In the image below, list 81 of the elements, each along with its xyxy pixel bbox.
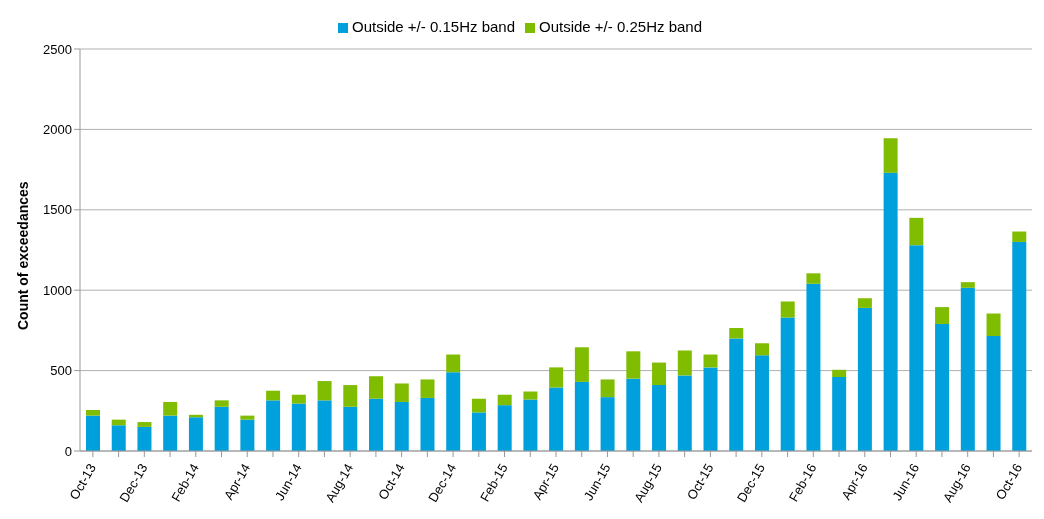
bar <box>677 350 692 376</box>
bar <box>703 367 718 451</box>
bar <box>86 410 100 416</box>
bar <box>137 422 152 427</box>
bar <box>523 399 538 451</box>
bar <box>857 307 872 451</box>
bar <box>523 391 538 400</box>
bar <box>86 415 100 451</box>
bar <box>600 397 615 451</box>
bar <box>317 381 332 401</box>
bar <box>549 367 564 388</box>
bar <box>420 397 435 451</box>
bar <box>935 307 950 324</box>
bar <box>754 343 769 356</box>
bar <box>832 369 847 378</box>
bar <box>780 317 795 451</box>
bar <box>266 400 281 451</box>
bar <box>549 387 564 451</box>
bar <box>369 376 384 399</box>
bar <box>471 398 486 413</box>
bar <box>600 379 615 398</box>
bar <box>832 377 847 451</box>
bar <box>1012 231 1027 242</box>
bar <box>343 385 358 407</box>
bar <box>626 351 641 379</box>
bar <box>266 390 281 401</box>
bar <box>497 394 512 406</box>
bar <box>137 426 152 451</box>
bar <box>214 400 229 407</box>
bar <box>960 287 975 451</box>
bar <box>394 401 409 451</box>
y-tick-label: 1500 <box>43 202 72 218</box>
bar <box>291 403 306 451</box>
bar <box>574 381 589 451</box>
bar <box>883 138 898 173</box>
bar <box>420 379 435 398</box>
bar <box>626 378 641 451</box>
bar <box>240 415 255 420</box>
y-axis-title: Count of exceedances <box>14 181 31 330</box>
bar <box>471 412 486 451</box>
y-tick-label: 0 <box>64 443 72 459</box>
bar <box>188 417 203 451</box>
bar <box>1012 241 1027 451</box>
bar <box>986 313 1001 337</box>
legend-label: Outside +/- 0.25Hz band <box>539 18 703 35</box>
bar <box>291 394 306 404</box>
bar <box>652 362 667 386</box>
y-tick-label: 2500 <box>43 41 72 57</box>
bar <box>317 400 332 451</box>
bar <box>446 372 461 451</box>
legend-label: Outside +/- 0.15Hz band <box>351 18 515 35</box>
bar <box>780 301 795 318</box>
y-tick-label: 1000 <box>43 282 72 298</box>
bar <box>806 283 821 451</box>
bar <box>986 336 1001 451</box>
bar <box>703 354 718 368</box>
bar <box>909 245 924 451</box>
bar <box>163 415 178 451</box>
bar <box>857 298 872 308</box>
bar <box>240 419 255 451</box>
bar <box>729 327 744 339</box>
bar <box>754 355 769 451</box>
bar <box>806 273 821 284</box>
bar <box>574 347 589 382</box>
y-tick-label: 500 <box>50 363 72 379</box>
bar <box>729 338 744 451</box>
bar <box>677 375 692 451</box>
bar <box>111 425 126 451</box>
bar <box>935 323 950 451</box>
bar <box>497 405 512 451</box>
bar <box>214 406 229 451</box>
bar <box>343 406 358 451</box>
bar <box>652 385 667 451</box>
bar <box>883 172 898 451</box>
bar <box>960 282 975 288</box>
bar <box>369 398 384 451</box>
bar <box>909 217 924 246</box>
bar <box>446 354 461 373</box>
bar <box>163 401 178 416</box>
y-tick-label: 2000 <box>43 122 72 138</box>
bar <box>394 383 409 402</box>
